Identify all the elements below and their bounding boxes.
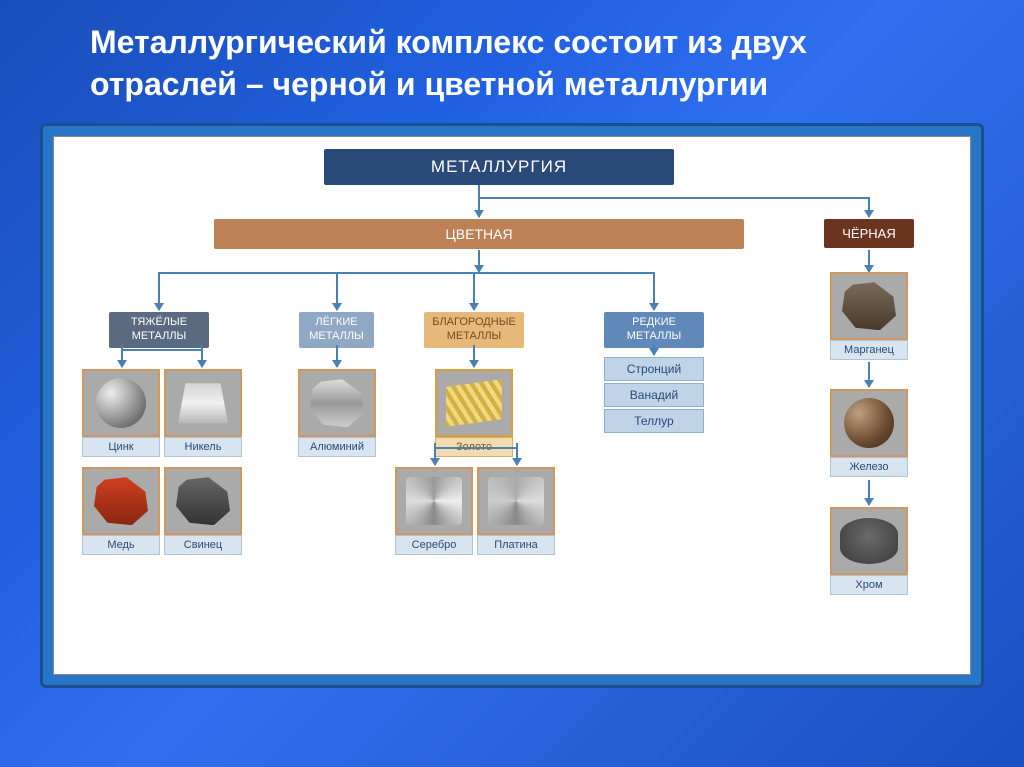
metal-image [298, 369, 376, 437]
metal-label: Алюминий [298, 437, 376, 457]
metal-image [82, 467, 160, 535]
connector [121, 349, 201, 351]
metal-image [830, 272, 908, 340]
metal-image [477, 467, 555, 535]
card-silver: Серебро [395, 467, 473, 555]
arrow [868, 362, 870, 387]
diagram-frame: МЕТАЛЛУРГИЯ ЦВЕТНАЯ ЧЁРНАЯ ТЯЖЁЛЫЕ МЕТАЛ… [40, 123, 984, 688]
diagram-inner: МЕТАЛЛУРГИЯ ЦВЕТНАЯ ЧЁРНАЯ ТЯЖЁЛЫЕ МЕТАЛ… [53, 136, 971, 675]
arrow [653, 345, 655, 355]
card-chrome: Хром [830, 507, 908, 595]
connector [158, 272, 653, 274]
node-black-branch: ЧЁРНАЯ [824, 219, 914, 248]
card-aluminium: Алюминий [298, 369, 376, 457]
arrow [516, 443, 518, 465]
arrow [336, 272, 338, 310]
card-lead: Свинец [164, 467, 242, 555]
arrow [473, 272, 475, 310]
arrow [478, 185, 480, 217]
arrow [478, 250, 480, 272]
metal-label: Цинк [82, 437, 160, 457]
rare-item: Стронций [604, 357, 704, 381]
arrow [336, 345, 338, 367]
card-iron: Железо [830, 389, 908, 477]
node-noble: БЛАГОРОДНЫЕ МЕТАЛЛЫ [424, 312, 524, 348]
node-color-branch: ЦВЕТНАЯ [214, 219, 744, 249]
node-heavy: ТЯЖЁЛЫЕ МЕТАЛЛЫ [109, 312, 209, 348]
arrow [868, 480, 870, 505]
metal-image [164, 369, 242, 437]
rare-item: Теллур [604, 409, 704, 433]
rare-list: Стронций Ванадий Теллур [604, 357, 704, 435]
metal-image [164, 467, 242, 535]
connector [478, 197, 868, 199]
node-rare: РЕДКИЕ МЕТАЛЛЫ [604, 312, 704, 348]
connector [434, 447, 516, 449]
card-platinum: Платина [477, 467, 555, 555]
card-nickel: Никель [164, 369, 242, 457]
arrow [201, 345, 203, 367]
metal-label: Хром [830, 575, 908, 595]
arrow [868, 197, 870, 217]
card-zinc: Цинк [82, 369, 160, 457]
card-copper: Медь [82, 467, 160, 555]
metal-image [435, 369, 513, 437]
arrow [473, 345, 475, 367]
metal-label: Медь [82, 535, 160, 555]
card-gold: Золото [435, 369, 513, 457]
metal-label: Марганец [830, 340, 908, 360]
metal-image [830, 507, 908, 575]
arrow [868, 250, 870, 272]
metal-label: Железо [830, 457, 908, 477]
metal-label: Свинец [164, 535, 242, 555]
metal-image [82, 369, 160, 437]
node-root: МЕТАЛЛУРГИЯ [324, 149, 674, 185]
metal-image [830, 389, 908, 457]
arrow [158, 272, 160, 310]
metal-label: Платина [477, 535, 555, 555]
metal-image [395, 467, 473, 535]
rare-item: Ванадий [604, 383, 704, 407]
metal-label: Никель [164, 437, 242, 457]
card-manganese: Марганец [830, 272, 908, 360]
arrow [653, 272, 655, 310]
slide-title: Металлургический комплекс состоит из дву… [0, 0, 1024, 123]
metal-label: Серебро [395, 535, 473, 555]
node-light: ЛЁГКИЕ МЕТАЛЛЫ [299, 312, 374, 348]
